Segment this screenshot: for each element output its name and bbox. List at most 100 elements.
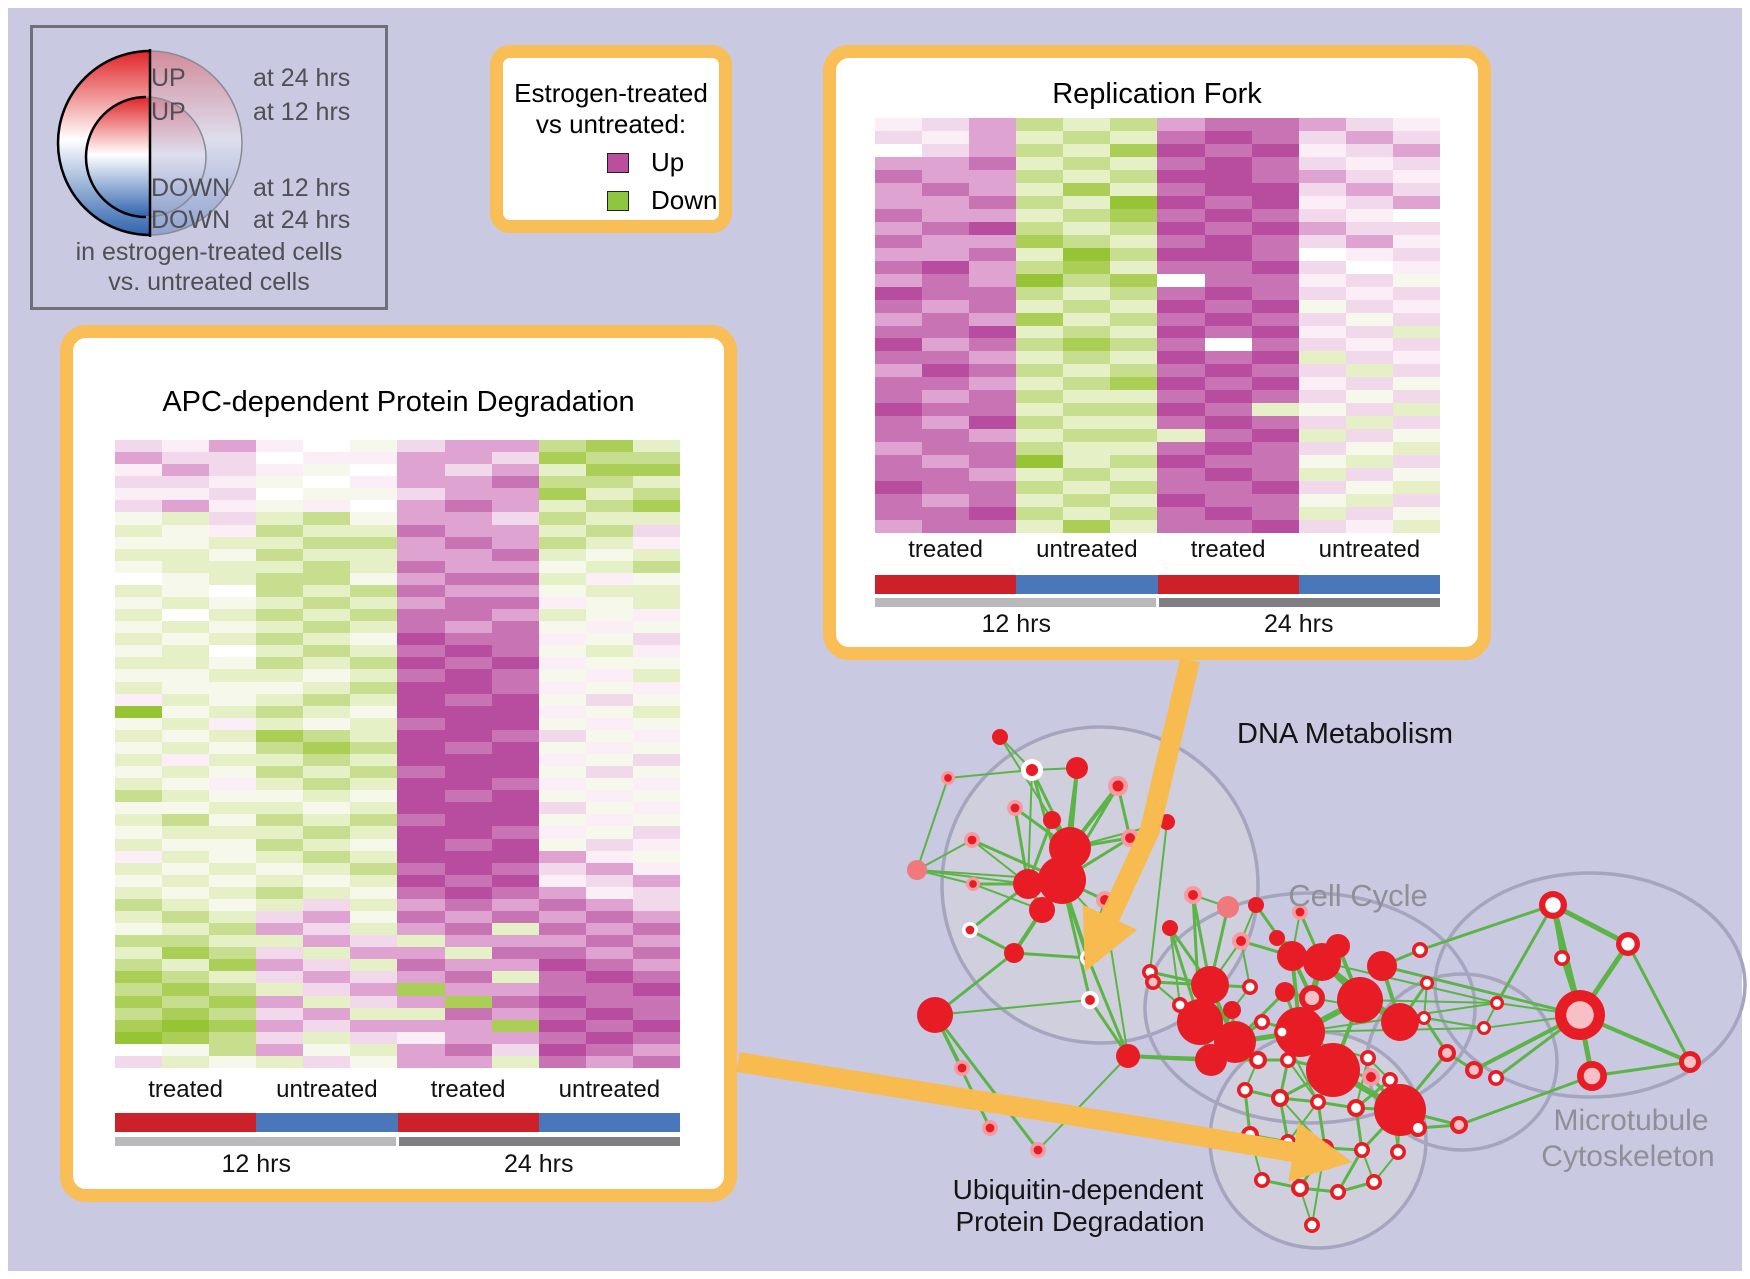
heatmap-cell bbox=[1392, 494, 1440, 508]
heatmap-cell bbox=[632, 923, 680, 936]
heatmap-cell bbox=[444, 1007, 492, 1020]
heatmap-cell bbox=[1345, 156, 1393, 170]
heatmap-cell bbox=[969, 520, 1017, 533]
heatmap-cell bbox=[256, 693, 304, 706]
heatmap-cell bbox=[585, 681, 633, 694]
heatmap-cell bbox=[350, 621, 398, 634]
heatmap-cell bbox=[162, 898, 210, 911]
heatmap-cell bbox=[162, 766, 210, 779]
heatmap-cell bbox=[632, 500, 680, 513]
heatmap-cell bbox=[1298, 286, 1346, 300]
heatmap-cell bbox=[1204, 247, 1252, 261]
heatmap-cell bbox=[256, 524, 304, 537]
heatmap-cell bbox=[632, 440, 680, 453]
heatmap-cell bbox=[256, 1043, 304, 1056]
heatmap-cell bbox=[1298, 182, 1346, 196]
heatmap-cell bbox=[1157, 195, 1205, 209]
heatmap-cell bbox=[209, 898, 257, 911]
heatmap-cell bbox=[875, 338, 923, 352]
heatmap-cell bbox=[585, 911, 633, 924]
heatmap-cell bbox=[1016, 299, 1064, 313]
heatmap-cell bbox=[1251, 312, 1299, 326]
heatmap-cell bbox=[115, 886, 163, 899]
heatmap-cell bbox=[1345, 221, 1393, 235]
heatmap-cell bbox=[491, 669, 539, 682]
heatmap-cell bbox=[1016, 182, 1064, 196]
heatmap-cell bbox=[115, 959, 163, 972]
heatmap-cell bbox=[1110, 520, 1158, 533]
heatmap-cell bbox=[350, 512, 398, 525]
time-label: at 12 hrs bbox=[253, 98, 351, 126]
heatmap-cell bbox=[397, 923, 445, 936]
heatmap-cell bbox=[875, 364, 923, 378]
heatmap-cell bbox=[444, 548, 492, 561]
heatmap-cell bbox=[1251, 481, 1299, 495]
heatmap-cell bbox=[1204, 390, 1252, 404]
heatmap-cell bbox=[1157, 390, 1205, 404]
heatmap-cell bbox=[350, 633, 398, 646]
heatmap-cell bbox=[350, 440, 398, 453]
heatmap-cell bbox=[538, 705, 586, 718]
heatmap-cell bbox=[1063, 312, 1111, 326]
heatmap-cell bbox=[115, 1019, 163, 1032]
heatmap-cell bbox=[209, 560, 257, 573]
heatmap-cell bbox=[1345, 455, 1393, 469]
heatmap-cell bbox=[1345, 169, 1393, 183]
heatmap-cell bbox=[1204, 208, 1252, 222]
heatmap-cell bbox=[585, 923, 633, 936]
heatmap-cell bbox=[162, 1043, 210, 1056]
heatmap-cell bbox=[1204, 156, 1252, 170]
heatmap-cell bbox=[162, 633, 210, 646]
heatmap-cell bbox=[538, 729, 586, 742]
heatmap-cell bbox=[538, 657, 586, 670]
heatmap-cell bbox=[1345, 351, 1393, 365]
heatmap-cell bbox=[397, 838, 445, 851]
heatmap-cell bbox=[491, 1031, 539, 1044]
heatmap-cell bbox=[209, 464, 257, 477]
heatmap-cell bbox=[209, 971, 257, 984]
heatmap-cell bbox=[538, 548, 586, 561]
apc-heatmap-panel: APC-dependent Protein Degradation treate… bbox=[60, 325, 737, 1202]
heatmap-cell bbox=[162, 524, 210, 537]
heatmap-cell bbox=[209, 778, 257, 791]
heatmap-cell bbox=[209, 995, 257, 1008]
heatmap-cell bbox=[632, 584, 680, 597]
heatmap-cell bbox=[303, 1019, 351, 1032]
heatmap-cell bbox=[350, 826, 398, 839]
heatmap-cell bbox=[1298, 247, 1346, 261]
heatmap-cell bbox=[491, 790, 539, 803]
heatmap-cell bbox=[256, 464, 304, 477]
heatmap-cell bbox=[209, 500, 257, 513]
heatmap-cell bbox=[1345, 208, 1393, 222]
heatmap-cell bbox=[632, 1007, 680, 1020]
heatmap-cell bbox=[1251, 182, 1299, 196]
heatmap-cell bbox=[303, 512, 351, 525]
heatmap-cell bbox=[632, 452, 680, 465]
heatmap-cell bbox=[922, 507, 970, 521]
heatmap-cell bbox=[922, 247, 970, 261]
heatmap-cell bbox=[1063, 118, 1111, 131]
heatmap-cell bbox=[303, 935, 351, 948]
heatmap-cell bbox=[1204, 507, 1252, 521]
heatmap-cell bbox=[444, 597, 492, 610]
heatmap-cell bbox=[491, 983, 539, 996]
heatmap-cell bbox=[303, 838, 351, 851]
heatmap-cell bbox=[1298, 403, 1346, 417]
heatmap-cell bbox=[632, 693, 680, 706]
heatmap-cell bbox=[397, 741, 445, 754]
heatmap-cell bbox=[350, 886, 398, 899]
heatmap-cell bbox=[632, 1019, 680, 1032]
heatmap-cell bbox=[1063, 468, 1111, 482]
heatmap-cell bbox=[350, 838, 398, 851]
heatmap-cell bbox=[1251, 299, 1299, 313]
heatmap-cell bbox=[875, 143, 923, 157]
heatmap-cell bbox=[1016, 130, 1064, 144]
heatmap-cell bbox=[585, 1031, 633, 1044]
heatmap-cell bbox=[491, 464, 539, 477]
heatmap-cell bbox=[491, 1055, 539, 1068]
heatmap-cell bbox=[397, 548, 445, 561]
heatmap-cell bbox=[538, 512, 586, 525]
heatmap-cell bbox=[303, 911, 351, 924]
heatmap-cell bbox=[585, 898, 633, 911]
heatmap-cell bbox=[350, 500, 398, 513]
